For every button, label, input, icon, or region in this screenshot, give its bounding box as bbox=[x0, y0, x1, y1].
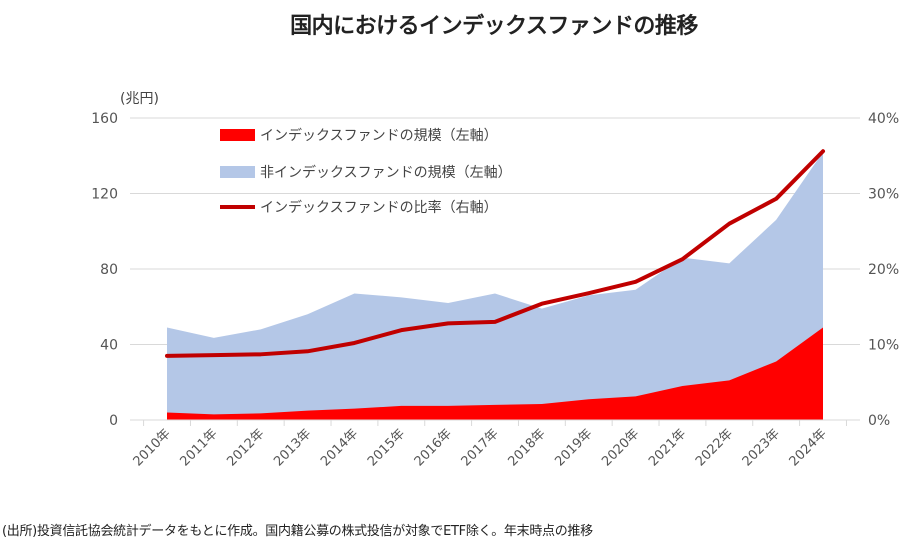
chart-title: 国内におけるインデックスファンドの推移 bbox=[290, 14, 698, 39]
x-tick-label: 2011年 bbox=[177, 426, 220, 469]
chart: 0 40 80 120 160 0% 10% 20% 30% 40% 2010年 2011年 2012年… bbox=[91, 111, 899, 469]
x-tick-label: 2013年 bbox=[271, 426, 314, 469]
legend-swatch-index bbox=[220, 129, 255, 141]
y2-tick-label: 0% bbox=[868, 413, 890, 429]
y2-tick-label: 20% bbox=[868, 262, 899, 278]
legend-label: インデックスファンドの規模（左軸） bbox=[260, 127, 498, 144]
x-tick-label: 2023年 bbox=[740, 426, 783, 469]
x-tick-label: 2010年 bbox=[131, 426, 174, 469]
y-tick-label: 80 bbox=[100, 262, 118, 278]
legend-label: 非インデックスファンドの規模（左軸） bbox=[260, 164, 512, 181]
y-tick-label: 0 bbox=[109, 413, 118, 429]
y-tick-label: 120 bbox=[91, 187, 118, 203]
source-note: (出所)投資信託協会統計データをもとに作成。国内籍公募の株式投信が対象でETF除… bbox=[2, 524, 593, 539]
ratio-line-path bbox=[165, 149, 825, 358]
x-tick-label: 2015年 bbox=[365, 426, 408, 469]
x-tick-label: 2022年 bbox=[693, 426, 736, 469]
y2-tick-label: 40% bbox=[868, 111, 899, 127]
y2-tick-label: 10% bbox=[868, 338, 899, 354]
ratio-line bbox=[165, 149, 825, 358]
y-tick-label: 160 bbox=[91, 111, 118, 127]
x-tick-label: 2012年 bbox=[224, 426, 267, 469]
legend-label: インデックスファンドの比率（右軸） bbox=[260, 199, 498, 216]
legend: インデックスファンドの規模（左軸） 非インデックスファンドの規模（左軸） インデック… bbox=[220, 127, 512, 216]
x-tick-label: 2017年 bbox=[459, 426, 502, 469]
index-fund-area bbox=[167, 327, 823, 420]
x-tick-label: 2014年 bbox=[318, 426, 361, 469]
x-tick-label: 2024年 bbox=[787, 426, 830, 469]
x-tick-label: 2016年 bbox=[412, 426, 455, 469]
x-tick-label: 2019年 bbox=[552, 426, 595, 469]
legend-swatch-non-index bbox=[220, 166, 255, 178]
y-tick-label: 40 bbox=[100, 338, 118, 354]
y-axis-unit-label: (兆円) bbox=[120, 91, 159, 107]
x-tick-label: 2020年 bbox=[599, 426, 642, 469]
non-index-fund-area bbox=[167, 151, 823, 420]
x-tick-label: 2018年 bbox=[505, 426, 548, 469]
x-tick-label: 2021年 bbox=[646, 426, 689, 469]
y2-tick-label: 30% bbox=[868, 187, 899, 203]
areas bbox=[167, 151, 823, 420]
